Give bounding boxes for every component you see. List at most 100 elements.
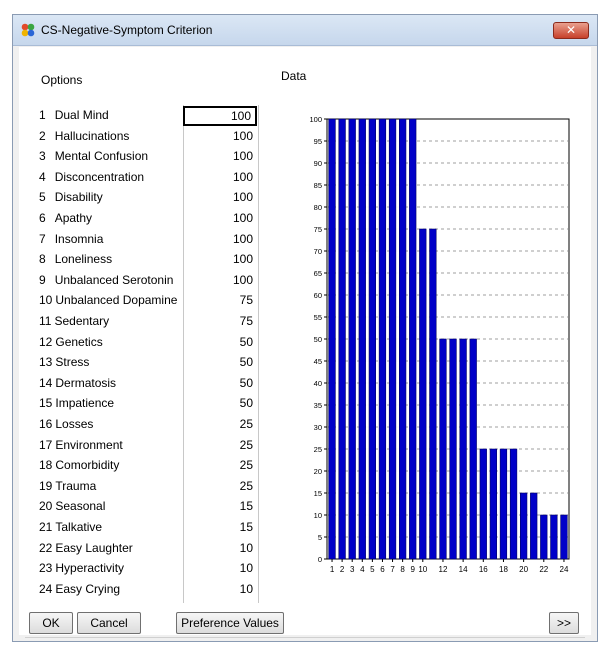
preference-values-button[interactable]: Preference Values (176, 612, 284, 634)
x-tick-label: 18 (499, 565, 508, 574)
bar (368, 118, 377, 560)
y-tick-label: 100 (309, 115, 322, 124)
option-row[interactable]: 8 Loneliness (39, 249, 197, 269)
window-title: CS-Negative-Symptom Criterion (41, 23, 213, 37)
value-input[interactable]: 100 (183, 106, 257, 126)
option-name: Stress (55, 355, 90, 370)
option-index: 12 (39, 334, 53, 349)
value-cell[interactable]: 25 (239, 417, 253, 431)
option-row[interactable]: 9 Unbalanced Serotonin (39, 270, 197, 290)
option-name: Apathy (54, 211, 93, 225)
value-cell[interactable]: 100 (232, 128, 253, 143)
x-tick-label: 2 (340, 565, 345, 574)
value-cell[interactable]: 100 (232, 149, 253, 164)
option-row[interactable]: 18 Comorbidity (39, 455, 197, 475)
option-row[interactable]: 17 Environment (39, 435, 197, 455)
option-row[interactable]: 12 Genetics (39, 332, 197, 352)
close-button[interactable]: ✕ (553, 22, 589, 39)
value-cell[interactable]: 100 (232, 211, 253, 225)
y-tick-label: 15 (314, 489, 322, 498)
value-cell[interactable]: 100 (232, 272, 253, 287)
y-tick-label: 90 (314, 159, 322, 168)
option-row[interactable]: 10 Unbalanced Dopamine (39, 290, 197, 310)
option-row[interactable]: 23 Hyperactivity (39, 558, 197, 578)
y-tick-label: 30 (314, 423, 322, 432)
option-row[interactable]: 6 Apathy (39, 208, 197, 228)
y-tick-label: 65 (314, 269, 322, 278)
option-row[interactable]: 5 Disability (39, 187, 197, 207)
bar (439, 338, 447, 560)
x-tick-label: 20 (519, 565, 528, 574)
option-index: 10 (39, 293, 53, 308)
option-index: 11 (39, 314, 52, 328)
options-heading: Options (41, 73, 83, 87)
option-name: Losses (55, 417, 94, 431)
value-cell[interactable]: 100 (232, 190, 253, 205)
value-cell[interactable]: 50 (239, 334, 253, 349)
option-row[interactable]: 3 Mental Confusion (39, 146, 197, 166)
option-row[interactable]: 15 Impatience (39, 393, 197, 413)
option-index: 20 (39, 499, 53, 514)
option-row[interactable]: 7 Insomnia (39, 229, 197, 249)
cancel-button[interactable]: Cancel (77, 612, 141, 634)
y-tick-label: 55 (314, 313, 322, 322)
bar (419, 228, 427, 560)
option-row[interactable]: 11 Sedentary (39, 311, 197, 331)
option-row[interactable]: 22 Easy Laughter (39, 538, 197, 558)
value-cell[interactable]: 10 (239, 581, 253, 596)
option-row[interactable]: 14 Dermatosis (39, 373, 197, 393)
option-name: Dual Mind (54, 108, 109, 122)
bar (348, 118, 356, 560)
value-cell[interactable]: 100 (232, 252, 253, 267)
y-tick-label: 95 (314, 137, 322, 146)
option-index: 19 (39, 478, 53, 493)
option-row[interactable]: 16 Losses (39, 414, 197, 434)
option-index: 1 (39, 108, 46, 122)
option-name: Hallucinations (54, 128, 130, 143)
value-cell[interactable]: 10 (239, 561, 253, 576)
value-cell[interactable]: 15 (239, 499, 253, 514)
option-name: Disconcentration (54, 169, 145, 184)
value-cell[interactable]: 25 (239, 478, 253, 493)
x-tick-label: 9 (410, 565, 415, 574)
value-cell[interactable]: 15 (239, 520, 253, 534)
x-tick-label: 14 (459, 565, 468, 574)
value-cell[interactable]: 100 (232, 231, 253, 246)
x-tick-label: 16 (479, 565, 488, 574)
dialog-content: Options Data 1 Dual Mind 2 Hallucinations 3 M… (19, 47, 591, 638)
bar (358, 118, 366, 560)
title-bar[interactable]: CS-Negative-Symptom Criterion ✕ (13, 15, 597, 46)
value-cell[interactable]: 50 (239, 375, 253, 390)
value-cell[interactable]: 50 (239, 355, 253, 370)
option-row[interactable]: 13 Stress (39, 352, 197, 372)
option-index: 15 (39, 396, 53, 411)
option-row[interactable]: 4 Disconcentration (39, 167, 197, 187)
next-page-button[interactable]: >> (549, 612, 579, 634)
bar (560, 514, 568, 560)
option-name: Easy Laughter (55, 540, 133, 555)
y-tick-label: 40 (314, 379, 322, 388)
bar (519, 492, 528, 560)
option-row[interactable]: 2 Hallucinations (39, 126, 197, 146)
option-row[interactable]: 24 Easy Crying (39, 579, 197, 599)
x-tick-label: 7 (390, 565, 395, 574)
option-row[interactable]: 19 Trauma (39, 476, 197, 496)
option-row[interactable]: 21 Talkative (39, 517, 197, 537)
value-cell[interactable]: 25 (239, 458, 253, 473)
value-cell[interactable]: 10 (239, 540, 253, 555)
option-index: 6 (39, 211, 46, 225)
close-icon: ✕ (565, 23, 577, 37)
option-row[interactable]: 20 Seasonal (39, 496, 197, 516)
option-name: Sedentary (54, 314, 110, 328)
value-cell[interactable]: 100 (232, 169, 253, 184)
option-row[interactable]: 1 Dual Mind (39, 105, 197, 125)
ok-button[interactable]: OK (29, 612, 73, 634)
value-cell[interactable]: 75 (239, 293, 253, 308)
value-cell[interactable]: 25 (239, 437, 253, 452)
bar (449, 338, 457, 560)
value-cell[interactable]: 75 (239, 314, 253, 328)
y-tick-label: 75 (314, 225, 322, 234)
option-name: Hyperactivity (55, 561, 125, 576)
y-tick-label: 10 (314, 511, 322, 520)
value-cell[interactable]: 50 (239, 396, 253, 411)
